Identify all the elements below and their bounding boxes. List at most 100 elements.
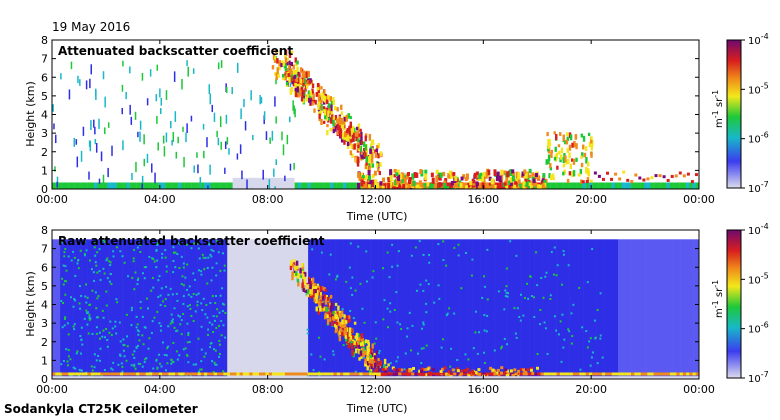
backscatter-cell [388, 276, 391, 279]
backscatter-cell [149, 69, 152, 77]
backscatter-cell [366, 349, 369, 355]
backscatter-cell [130, 364, 133, 367]
backscatter-cell [624, 182, 628, 189]
backscatter-cell [129, 182, 134, 189]
backscatter-cell [352, 182, 357, 189]
backscatter-column [124, 239, 128, 379]
backscatter-column [65, 239, 69, 379]
backscatter-cell [171, 372, 176, 376]
backscatter-cell [262, 372, 266, 376]
backscatter-cell [263, 115, 265, 125]
backscatter-cell [338, 115, 341, 120]
backscatter-cell [365, 372, 370, 376]
backscatter-cell [561, 283, 564, 286]
backscatter-column [221, 239, 225, 379]
backscatter-cell [311, 91, 315, 95]
backscatter-cell [614, 182, 619, 189]
backscatter-cell [160, 108, 162, 115]
backscatter-column [235, 239, 239, 379]
backscatter-cell [331, 316, 335, 321]
backscatter-cell [85, 249, 88, 252]
backscatter-cell [170, 120, 172, 129]
backscatter-cell [324, 93, 328, 98]
backscatter-cell [552, 177, 555, 181]
backscatter-cell [359, 372, 363, 376]
backscatter-cell [398, 179, 402, 184]
backscatter-cell [539, 323, 542, 326]
backscatter-cell [208, 321, 211, 324]
backscatter-cell [650, 372, 654, 376]
backscatter-cell [178, 372, 182, 376]
backscatter-cell [356, 372, 360, 376]
backscatter-cell [76, 262, 79, 265]
backscatter-column [569, 239, 573, 379]
backscatter-cell [196, 152, 198, 158]
backscatter-cell [590, 136, 593, 144]
backscatter-cell [556, 165, 559, 170]
backscatter-cell [275, 116, 277, 124]
backscatter-cell [598, 372, 603, 376]
backscatter-cell [186, 123, 188, 133]
backscatter-cell [96, 251, 99, 254]
y-tick-label: 7 [41, 53, 48, 66]
backscatter-cell [481, 296, 484, 299]
backscatter-cell [299, 90, 302, 97]
backscatter-column [539, 239, 543, 379]
backscatter-cell [282, 144, 285, 156]
backscatter-cell [241, 170, 243, 180]
backscatter-column [270, 239, 274, 379]
backscatter-cell [130, 324, 133, 327]
backscatter-cell [332, 311, 335, 317]
backscatter-cell [158, 372, 163, 376]
backscatter-cell [288, 70, 292, 77]
backscatter-cell [215, 262, 218, 265]
backscatter-column [388, 239, 392, 379]
backscatter-cell [368, 175, 372, 181]
backscatter-cell [581, 180, 585, 184]
backscatter-cell [123, 261, 126, 264]
backscatter-cell [200, 302, 203, 305]
backscatter-cell [94, 261, 97, 264]
backscatter-cell [425, 279, 428, 282]
backscatter-cell [586, 177, 590, 182]
backscatter-cell [109, 320, 112, 323]
backscatter-cell [203, 355, 206, 358]
backscatter-cell [559, 157, 562, 163]
backscatter-cell [359, 342, 363, 347]
backscatter-cell [262, 169, 264, 180]
backscatter-cell [442, 240, 445, 243]
backscatter-cell [286, 134, 289, 145]
backscatter-cell [418, 180, 422, 184]
backscatter-cell [395, 172, 399, 177]
backscatter-column [480, 239, 484, 379]
y-tick-label: 4 [41, 109, 48, 122]
backscatter-cell [594, 319, 597, 322]
backscatter-cell [349, 309, 352, 312]
backscatter-cell [141, 272, 144, 275]
backscatter-cell [542, 173, 546, 178]
backscatter-cell [338, 118, 341, 125]
backscatter-cell [305, 71, 308, 79]
backscatter-cell [580, 179, 583, 184]
backscatter-cell [365, 156, 368, 163]
backscatter-cell [129, 372, 134, 376]
backscatter-cell [371, 358, 374, 364]
backscatter-column [202, 239, 206, 379]
backscatter-cell [292, 261, 296, 266]
backscatter-cell [105, 290, 108, 293]
backscatter-cell [220, 60, 223, 68]
backscatter-cell [163, 146, 166, 157]
backscatter-cell [217, 251, 220, 254]
backscatter-column [105, 239, 109, 379]
backscatter-column [192, 239, 196, 379]
backscatter-cell [417, 372, 421, 376]
backscatter-cell [382, 177, 386, 182]
backscatter-cell [141, 334, 144, 337]
backscatter-cell [96, 297, 99, 300]
backscatter-cell [169, 322, 172, 325]
backscatter-cell [401, 173, 405, 179]
backscatter-cell [310, 182, 315, 189]
backscatter-cell [101, 309, 104, 312]
backscatter-cell [406, 327, 409, 330]
